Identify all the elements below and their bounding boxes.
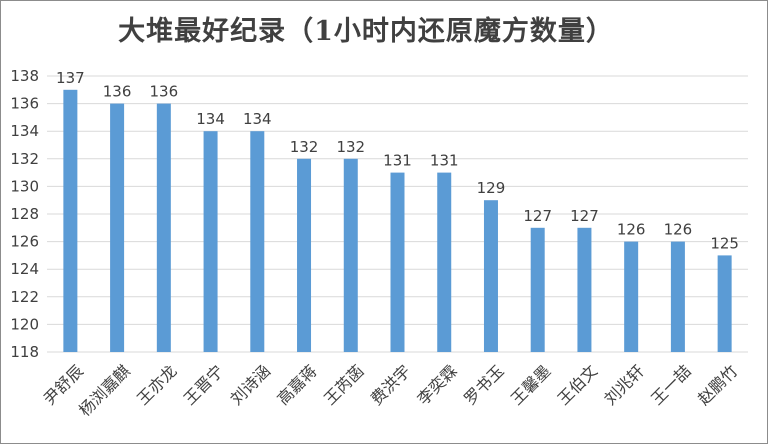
y-tick-label: 126 (10, 233, 39, 251)
bar (343, 158, 358, 352)
chart-title: 大堆最好纪录（1小时内还原魔方数量） (118, 16, 614, 47)
data-label: 132 (336, 138, 365, 156)
y-tick-label: 124 (10, 260, 39, 278)
data-label: 126 (664, 221, 693, 239)
data-label: 126 (617, 221, 646, 239)
bar (110, 103, 125, 352)
bar (297, 158, 312, 352)
data-label: 131 (383, 152, 412, 170)
x-tick-label: 李奕霖 (414, 361, 461, 408)
data-label: 127 (570, 207, 599, 225)
data-label: 129 (477, 179, 506, 197)
x-tick-label: 高嘉蒋 (273, 361, 320, 408)
y-tick-label: 132 (10, 150, 39, 168)
bar (717, 255, 732, 352)
bar (250, 131, 265, 352)
x-tick-label: 刘诗涵 (227, 361, 274, 408)
data-label: 127 (523, 207, 552, 225)
y-tick-label: 128 (10, 205, 39, 223)
x-tick-label: 王芮菡 (320, 361, 367, 408)
bar (156, 103, 171, 352)
y-tick-label: 120 (10, 315, 39, 333)
bar (483, 200, 498, 352)
y-tick-label: 138 (10, 67, 39, 85)
data-label: 137 (56, 69, 85, 87)
data-label: 125 (710, 234, 739, 252)
data-label: 131 (430, 152, 459, 170)
bar (670, 241, 685, 352)
data-label: 136 (150, 83, 179, 101)
x-tick-label: 杨浏嘉麒 (75, 361, 134, 420)
y-tick-label: 122 (10, 288, 39, 306)
x-tick-label: 王晋宁 (180, 361, 227, 408)
y-tick-label: 118 (10, 343, 39, 361)
x-tick-label: 赵鹏竹 (694, 361, 741, 408)
bar (437, 172, 452, 352)
y-tick-label: 136 (10, 95, 39, 113)
x-tick-label: 王馨墨 (507, 361, 554, 408)
data-label: 134 (196, 110, 225, 128)
x-tick-label: 罗书玉 (460, 361, 507, 408)
data-label: 134 (243, 110, 272, 128)
bar (203, 131, 218, 352)
data-label: 132 (290, 138, 319, 156)
bar (390, 172, 405, 352)
x-tick-label: 王伯文 (554, 361, 601, 408)
x-tick-label: 费洪宇 (367, 361, 414, 408)
x-tick-label: 王一喆 (647, 361, 694, 408)
data-label: 136 (103, 83, 132, 101)
x-tick-label: 刘兆轩 (601, 361, 648, 408)
y-tick-label: 130 (10, 177, 39, 195)
y-tick-label: 134 (10, 122, 39, 140)
x-tick-label: 王亦龙 (133, 361, 180, 408)
bar (577, 227, 592, 352)
bar (624, 241, 639, 352)
bar (530, 227, 545, 352)
bar (63, 89, 78, 353)
